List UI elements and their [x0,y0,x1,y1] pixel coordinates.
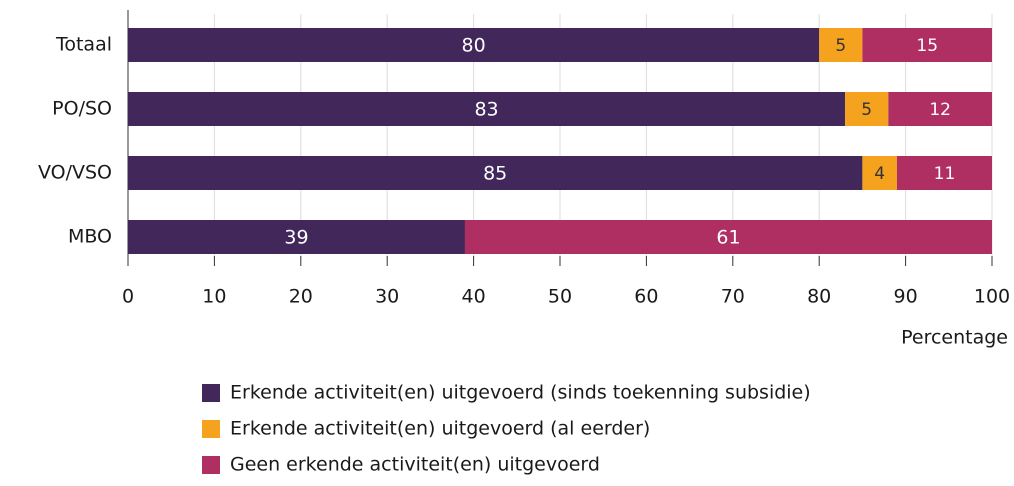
y-tick-label: MBO [68,226,112,248]
data-label: 15 [916,36,938,56]
legend-label: Erkende activiteit(en) uitgevoerd (al ee… [230,418,650,440]
x-tick-label: 10 [202,286,226,308]
data-label: 5 [835,36,846,56]
bar-segment [862,156,897,190]
bar-segment [128,156,863,190]
bar-segment [896,156,992,190]
bar-segment [128,28,820,62]
data-label: 11 [934,164,956,184]
bar-segment [888,92,992,126]
x-tick-label: 70 [721,286,745,308]
legend-label: Geen erkende activiteit(en) uitgevoerd [230,454,600,476]
data-label: 83 [474,99,498,121]
x-tick-label: 60 [634,286,658,308]
y-tick-label: VO/VSO [38,162,112,184]
y-tick-label: Totaal [55,34,112,56]
legend-swatch [202,384,220,402]
x-tick-label: 30 [375,286,399,308]
x-tick-label: 40 [462,286,486,308]
bar-segment [862,28,992,62]
x-tick-label: 20 [289,286,313,308]
x-tick-label: 80 [807,286,831,308]
bar-segment [464,220,993,254]
legend-swatch [202,456,220,474]
data-label: 5 [861,100,872,120]
bar-segment [819,28,863,62]
data-label: 4 [874,164,885,184]
x-tick-label: 100 [974,286,1010,308]
data-label: 85 [483,163,507,185]
x-tick-label: 90 [894,286,918,308]
x-tick-label: 50 [548,286,572,308]
y-tick-label: PO/SO [52,98,112,120]
legend-swatch [202,420,220,438]
bar-segment [128,220,465,254]
x-tick-label: 0 [122,286,134,308]
data-label: 80 [462,35,486,57]
data-label: 61 [716,227,740,249]
bar-segment [845,92,889,126]
data-label: 39 [284,227,308,249]
bar-segment [128,92,846,126]
legend-label: Erkende activiteit(en) uitgevoerd (sinds… [230,382,811,404]
data-label: 12 [929,100,951,120]
x-axis-label: Percentage [901,327,1008,349]
